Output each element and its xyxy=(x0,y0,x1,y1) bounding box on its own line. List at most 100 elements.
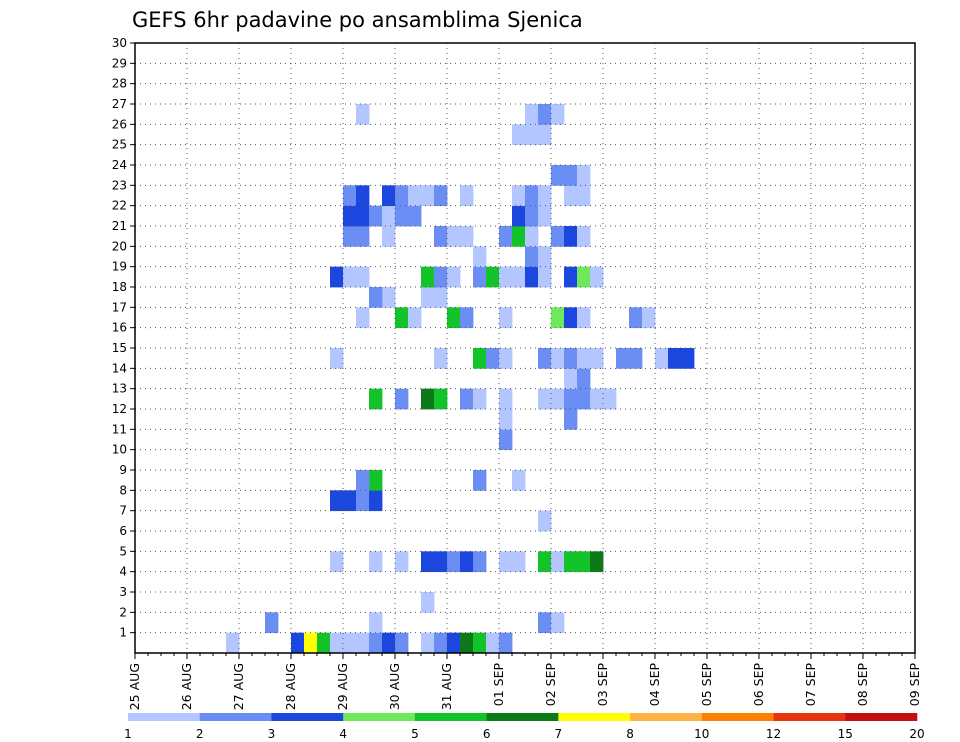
heat-cell xyxy=(460,226,474,247)
x-tick-label: 28 AUG xyxy=(283,663,298,710)
heat-cell xyxy=(538,104,552,125)
heat-cell xyxy=(356,632,370,654)
y-tick-label: 29 xyxy=(112,56,127,70)
y-tick-label: 3 xyxy=(119,585,127,599)
heat-cell xyxy=(343,185,357,207)
y-tick-label: 25 xyxy=(112,138,127,152)
heat-cell xyxy=(486,632,500,654)
heat-cell xyxy=(577,368,591,390)
y-tick-label: 27 xyxy=(112,97,127,111)
heat-cell xyxy=(499,551,513,573)
x-tick-label: 25 AUG xyxy=(127,663,142,710)
heat-cell xyxy=(655,348,669,369)
heat-cell xyxy=(512,205,526,227)
x-tick-label: 03 SEP xyxy=(595,663,610,707)
heat-cell xyxy=(564,266,578,288)
colorbar-label: 15 xyxy=(838,727,853,741)
heat-cell xyxy=(538,266,552,288)
colorbar-segment xyxy=(845,713,918,721)
y-tick-label: 14 xyxy=(112,361,127,375)
colorbar-label: 7 xyxy=(555,727,563,741)
heat-cell xyxy=(460,551,474,573)
y-tick-label: 4 xyxy=(119,565,127,579)
heat-cell xyxy=(564,551,578,573)
heat-cell xyxy=(460,185,474,207)
heat-cell xyxy=(499,348,513,369)
heat-cell xyxy=(421,388,435,410)
colorbar-label: 2 xyxy=(196,727,204,741)
heat-cell xyxy=(525,226,539,247)
heat-cell xyxy=(434,388,448,410)
y-axis: 1234567891011121314151617181920212223242… xyxy=(112,36,135,640)
x-tick-label: 09 SEP xyxy=(907,663,922,707)
y-tick-label: 15 xyxy=(112,341,127,355)
heat-cell xyxy=(382,287,396,308)
heat-cell xyxy=(512,551,526,573)
heat-cell xyxy=(538,185,552,207)
heat-cell xyxy=(564,165,578,186)
heat-cell xyxy=(447,266,461,288)
heat-cell xyxy=(408,307,422,329)
colorbar-segment xyxy=(486,713,559,721)
heat-cell xyxy=(473,246,487,268)
heat-cell xyxy=(590,551,604,573)
heat-cell xyxy=(538,612,552,634)
heat-cell xyxy=(304,632,318,654)
heat-cell xyxy=(330,348,344,369)
heat-cell xyxy=(564,226,578,247)
heat-cell xyxy=(577,307,591,329)
heat-cell xyxy=(577,388,591,410)
heat-cell xyxy=(447,632,461,654)
heat-cell xyxy=(473,632,487,654)
heat-cell xyxy=(330,266,344,288)
heat-cell xyxy=(421,287,435,308)
heat-cell xyxy=(564,348,578,369)
colorbar: 1 2 3 4 5 6 7 8 10 12 15 20 xyxy=(124,713,925,741)
heat-cell xyxy=(434,632,448,654)
heat-cell xyxy=(525,104,539,125)
heat-cell xyxy=(590,348,604,369)
heat-cell xyxy=(551,612,565,634)
y-tick-label: 26 xyxy=(112,117,127,131)
colorbar-label: 1 xyxy=(124,727,132,741)
heat-cell xyxy=(395,185,409,207)
y-tick-label: 7 xyxy=(119,504,127,518)
heat-cell xyxy=(395,632,409,654)
heat-cell xyxy=(577,266,591,288)
heat-cell xyxy=(473,266,487,288)
heat-cell xyxy=(356,104,370,125)
heat-cell xyxy=(369,551,383,573)
heat-cell xyxy=(395,551,409,573)
colorbar-segment xyxy=(128,713,201,721)
y-tick-label: 21 xyxy=(112,219,127,233)
heat-cell xyxy=(330,551,344,573)
colorbar-segment xyxy=(701,713,774,721)
heat-cell xyxy=(369,632,383,654)
y-tick-label: 12 xyxy=(112,402,127,416)
heat-cell xyxy=(434,266,448,288)
heat-cell xyxy=(343,632,357,654)
y-tick-label: 5 xyxy=(119,544,127,558)
heat-cell xyxy=(226,632,240,654)
heat-cell xyxy=(629,307,643,329)
heat-cell xyxy=(564,388,578,410)
heat-cell xyxy=(356,266,370,288)
heat-cell xyxy=(421,266,435,288)
heat-cell xyxy=(460,307,474,329)
heat-cell xyxy=(577,185,591,207)
heat-cell xyxy=(434,348,448,369)
heat-cell xyxy=(382,632,396,654)
heat-cell xyxy=(382,226,396,247)
colorbar-label: 6 xyxy=(483,727,491,741)
x-tick-label: 02 SEP xyxy=(543,663,558,707)
colorbar-segment xyxy=(773,713,846,721)
heat-cell xyxy=(512,226,526,247)
y-tick-label: 9 xyxy=(119,463,127,477)
y-tick-label: 20 xyxy=(112,239,127,253)
y-tick-label: 16 xyxy=(112,321,127,335)
heat-cell xyxy=(551,226,565,247)
heat-cell xyxy=(577,226,591,247)
heat-cell xyxy=(434,226,448,247)
heat-cell xyxy=(356,490,370,512)
heat-cell xyxy=(369,287,383,308)
